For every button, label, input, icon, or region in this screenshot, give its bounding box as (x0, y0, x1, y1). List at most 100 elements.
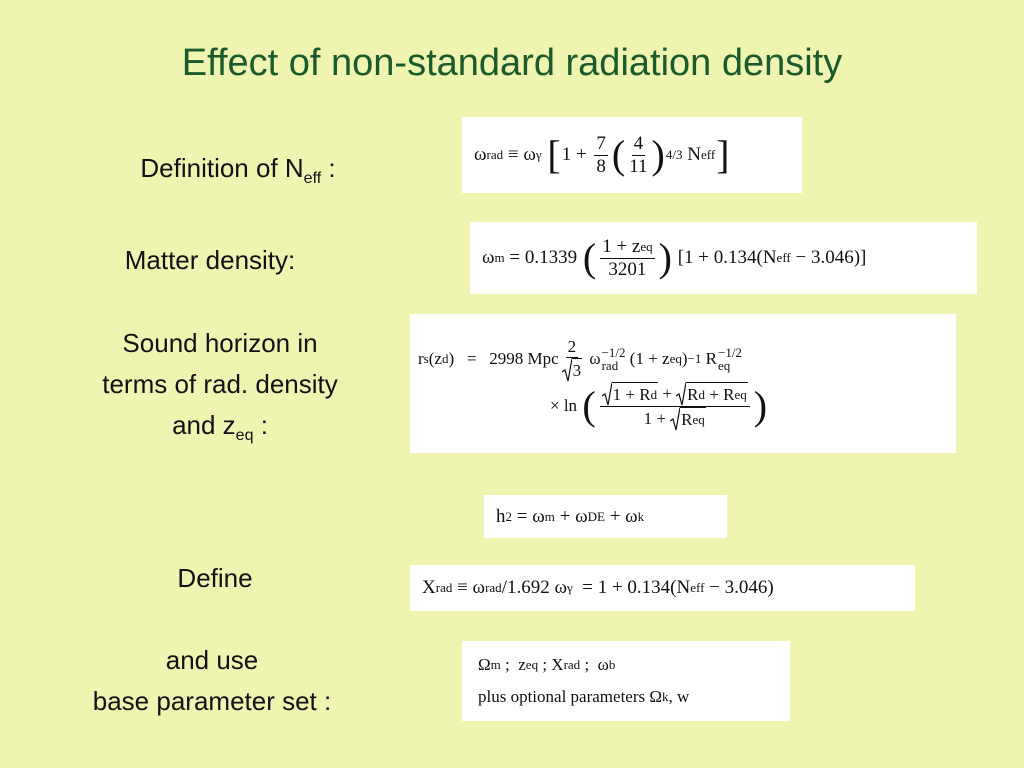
text: ω (482, 247, 495, 268)
radical-path (670, 406, 681, 430)
subscript: eq (669, 351, 682, 366)
label-line: and zeq : (102, 405, 338, 456)
sub-superscript: −1/2 eq (718, 346, 742, 372)
text: Definition of N (140, 153, 304, 183)
radical-sign (561, 357, 572, 381)
radicand: 3 (571, 357, 583, 382)
formula-box: r s (z d) = 2998 Mpc 2 3 ω −1/2 rad (1 + z eq) −1… (410, 314, 956, 453)
text: ; ω (580, 655, 609, 674)
subscript: rad (486, 147, 504, 162)
text: : (321, 153, 336, 183)
fraction: 4 11 (629, 133, 647, 178)
text: + ω (604, 505, 638, 527)
superscript: 2 (505, 508, 513, 524)
text: R (701, 349, 717, 368)
text: ≡ ω (452, 577, 486, 598)
label-line: Definition of Neff : (140, 148, 335, 199)
text: r (418, 349, 424, 368)
subscript: rad (563, 657, 581, 672)
text: h (496, 505, 506, 527)
text: + R (705, 384, 735, 404)
big-delimiter: ( (611, 132, 626, 177)
square-root: 3 (561, 357, 583, 382)
text: terms of rad. density (102, 369, 338, 399)
text: 1 + (643, 408, 671, 428)
formula-line: r s (z d) = 2998 Mpc 2 3 ω −1/2 rad (1 + z eq) −1… (418, 337, 948, 382)
left-label: Define (177, 558, 252, 599)
text: 2998 Mpc (489, 349, 559, 368)
text: Matter density: (124, 245, 296, 275)
text: 11 (629, 155, 648, 177)
subscript: k (662, 689, 669, 704)
subscript: rad (485, 580, 502, 595)
text: X (422, 577, 436, 598)
numerator: 1 + z eq (600, 236, 655, 259)
label-line: Sound horizon in (102, 323, 338, 364)
slide-title: Effect of non-standard radiation density (181, 42, 843, 84)
subscript: eff (303, 170, 322, 188)
sub-superscript: −1/2 rad (602, 346, 626, 372)
numerator: 4 (631, 133, 646, 156)
text: Define (177, 563, 253, 593)
fraction: 1 + z eq 3201 (600, 236, 655, 281)
subscript: eq (717, 358, 731, 373)
superscript: −1/2 (717, 345, 742, 360)
text: 8 (596, 155, 606, 177)
subscript: s (423, 351, 429, 366)
big-delimiter: ( (582, 383, 596, 428)
big-delimiter: ( (582, 235, 597, 280)
text: (1 + z (625, 349, 670, 368)
superscript: 4/3 (665, 147, 683, 162)
left-label: Definition of Neff : (140, 148, 335, 199)
subscript: eq (525, 657, 539, 672)
text: + (658, 383, 677, 403)
subscript: rad (435, 580, 453, 595)
subscript: eq (235, 427, 254, 445)
superscript: −1/2 (601, 345, 626, 360)
left-label: Sound horizon in terms of rad. density and… (102, 323, 338, 456)
subscript: b (608, 657, 616, 672)
text: [1 + 0.134(N (672, 247, 777, 268)
subscript: m (544, 508, 555, 524)
big-delimiter: ) (651, 132, 665, 177)
big-delimiter: ) (658, 235, 672, 280)
subscript: eff (690, 580, 705, 595)
radical-sign (670, 406, 681, 430)
radical-sign (676, 381, 687, 405)
text: , w (668, 687, 690, 706)
radical-sign (601, 381, 612, 405)
subscript: m (494, 250, 505, 265)
big-delimiter: ) (753, 383, 768, 428)
subscript: d (698, 386, 706, 402)
subscript: m (490, 657, 501, 672)
text: ) (448, 349, 455, 368)
label-line: and use (93, 640, 331, 681)
text: Sound horizon in (122, 328, 318, 358)
subscript: eq (692, 411, 705, 427)
subscript: eq (640, 238, 653, 254)
left-label: and use base parameter set : (93, 640, 331, 722)
numerator: 7 (594, 133, 608, 156)
subscript: d (441, 351, 449, 366)
subscript: γ (535, 147, 542, 162)
text: ; z (500, 655, 526, 674)
text: − 3.046)] (790, 247, 867, 268)
text: 3 (572, 360, 582, 380)
text: = 1 + 0.134(N (572, 577, 691, 598)
denominator: 8 (596, 156, 606, 178)
